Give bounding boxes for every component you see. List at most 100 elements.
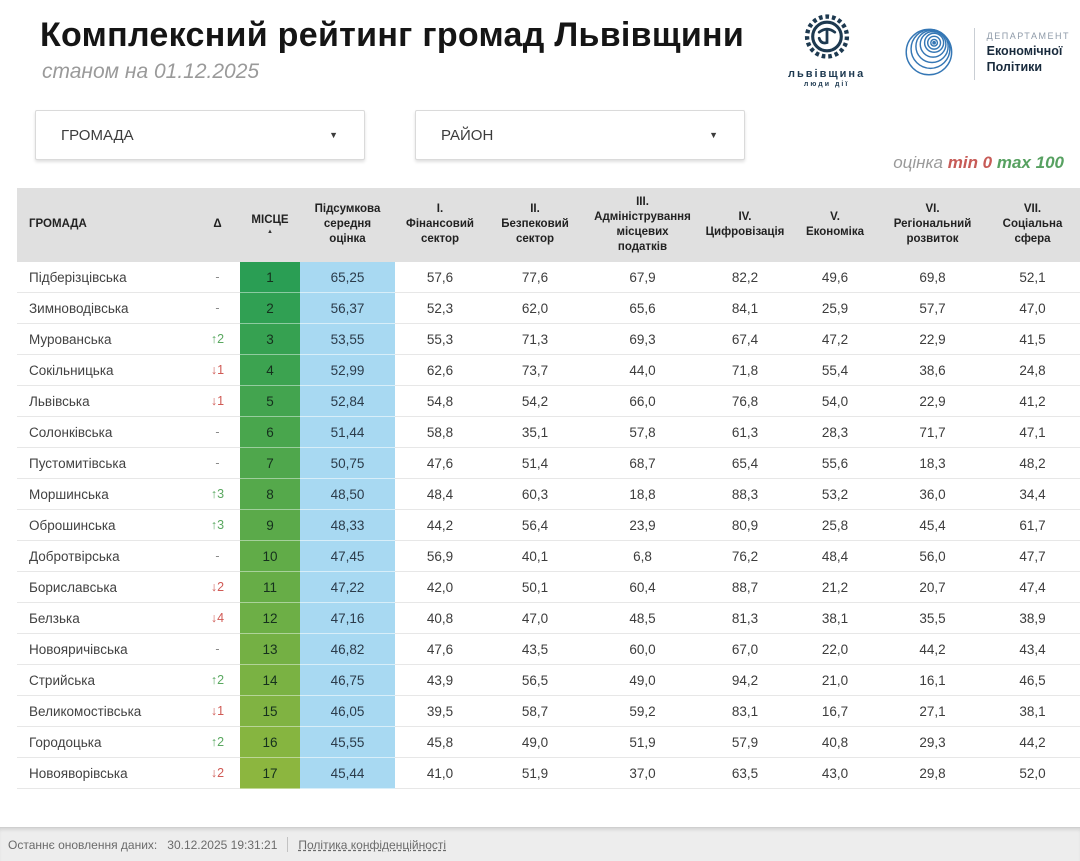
- cell-score-bezpeka: 35,1: [485, 416, 585, 449]
- cell-score-bezpeka: 62,0: [485, 292, 585, 325]
- cell-delta: -: [195, 292, 240, 325]
- department-name-line2: Політики: [986, 60, 1043, 74]
- last-update-label: Останнє оновлення даних:: [8, 837, 158, 852]
- table-row: Белзька ↓4 12 47,16 40,8 47,0 48,5 81,3 38,1 35,5…: [17, 602, 1080, 635]
- cell-score-cyfra: 67,0: [700, 633, 790, 666]
- column-header-rozvytok[interactable]: VI. Регіональний розвиток: [880, 188, 985, 262]
- cell-score-ekonomika: 38,1: [790, 602, 880, 635]
- cell-hromada: Стрийська: [17, 664, 195, 697]
- cell-score-podatky: 44,0: [585, 354, 700, 387]
- cell-score-fin: 54,8: [395, 385, 485, 418]
- cell-place: 15: [240, 695, 300, 728]
- cell-score-podatky: 37,0: [585, 757, 700, 790]
- cell-score-fin: 41,0: [395, 757, 485, 790]
- cell-score-ekonomika: 16,7: [790, 695, 880, 728]
- cell-score-cyfra: 76,8: [700, 385, 790, 418]
- column-header-cyfra[interactable]: IV. Цифровізація: [700, 188, 790, 262]
- cell-score-rozvytok: 27,1: [880, 695, 985, 728]
- cell-score-rozvytok: 20,7: [880, 571, 985, 604]
- cell-score-social: 46,5: [985, 664, 1080, 697]
- cell-total: 45,44: [300, 757, 395, 790]
- cell-score-bezpeka: 50,1: [485, 571, 585, 604]
- table-row: Моршинська ↑3 8 48,50 48,4 60,3 18,8 88,3 53,2 36…: [17, 478, 1080, 511]
- cell-score-ekonomika: 28,3: [790, 416, 880, 449]
- page-title: Комплексний рейтинг громад Львівщини: [40, 16, 745, 54]
- scale-note-label: оцінка: [893, 153, 943, 172]
- cell-total: 52,84: [300, 385, 395, 418]
- cell-score-bezpeka: 54,2: [485, 385, 585, 418]
- cell-score-podatky: 69,3: [585, 323, 700, 356]
- cell-score-podatky: 6,8: [585, 540, 700, 573]
- cell-score-ekonomika: 22,0: [790, 633, 880, 666]
- cell-delta: -: [195, 261, 240, 294]
- column-header-bezpeka[interactable]: II. Безпековий сектор: [485, 188, 585, 262]
- cell-place: 2: [240, 292, 300, 325]
- column-header-ekonomika[interactable]: V. Економіка: [790, 188, 880, 262]
- cell-place: 7: [240, 447, 300, 480]
- column-header-social[interactable]: VII. Соціальна сфера: [985, 188, 1080, 262]
- cell-score-ekonomika: 21,0: [790, 664, 880, 697]
- page-header: Комплексний рейтинг громад Львівщини ста…: [40, 16, 744, 84]
- raion-dropdown[interactable]: РАЙОН ▼: [415, 110, 745, 160]
- cell-score-ekonomika: 25,8: [790, 509, 880, 542]
- cell-score-fin: 47,6: [395, 633, 485, 666]
- table-row: Городоцька ↑2 16 45,55 45,8 49,0 51,9 57,9 40,8 2…: [17, 726, 1080, 759]
- cell-score-fin: 43,9: [395, 664, 485, 697]
- cell-score-bezpeka: 40,1: [485, 540, 585, 573]
- cell-hromada: Городоцька: [17, 726, 195, 759]
- cell-place: 14: [240, 664, 300, 697]
- cell-score-ekonomika: 25,9: [790, 292, 880, 325]
- cell-delta: -: [195, 540, 240, 573]
- cell-score-bezpeka: 77,6: [485, 261, 585, 294]
- cell-total: 50,75: [300, 447, 395, 480]
- column-header-total[interactable]: Підсумкова середня оцінка: [300, 188, 395, 262]
- cell-score-bezpeka: 49,0: [485, 726, 585, 759]
- cell-score-fin: 57,6: [395, 261, 485, 294]
- table-row: Львівська ↓1 5 52,84 54,8 54,2 66,0 76,8 54,0 22,…: [17, 385, 1080, 418]
- cell-delta: ↑3: [195, 509, 240, 542]
- cell-score-fin: 39,5: [395, 695, 485, 728]
- rating-table: ГРОМАДА Δ МІСЦЕ ▲ Підсумкова середня оцінка I…: [17, 188, 1080, 790]
- table-wrap: ГРОМАДА Δ МІСЦЕ ▲ Підсумкова середня оцінка I…: [17, 188, 1080, 790]
- cell-delta: -: [195, 447, 240, 480]
- column-header-podatky[interactable]: III. Адміністрування місцевих податків: [585, 188, 700, 262]
- column-header-delta[interactable]: Δ: [195, 188, 240, 262]
- cell-score-ekonomika: 48,4: [790, 540, 880, 573]
- cell-total: 56,37: [300, 292, 395, 325]
- cell-score-social: 34,4: [985, 478, 1080, 511]
- cell-total: 48,33: [300, 509, 395, 542]
- cell-score-podatky: 59,2: [585, 695, 700, 728]
- column-header-place[interactable]: МІСЦЕ ▲: [240, 188, 300, 262]
- column-header-fin[interactable]: I. Фінансовий сектор: [395, 188, 485, 262]
- cell-hromada: Великомостівська: [17, 695, 195, 728]
- cell-score-bezpeka: 56,5: [485, 664, 585, 697]
- table-row: Зимноводівська -2 56,37 52,3 62,0 65,6 84,1 25,…: [17, 292, 1080, 325]
- cell-score-podatky: 48,5: [585, 602, 700, 635]
- cell-score-fin: 48,4: [395, 478, 485, 511]
- cell-total: 47,22: [300, 571, 395, 604]
- column-header-hromada[interactable]: ГРОМАДА: [17, 188, 195, 262]
- table-row: Солонківська -6 51,44 58,8 35,1 57,8 61,3 28,3 7…: [17, 416, 1080, 449]
- lviv-logo-name: львівщина: [788, 68, 866, 80]
- cell-hromada: Моршинська: [17, 478, 195, 511]
- footer: Останнє оновлення даних: 30.12.2025 19:3…: [0, 827, 1080, 861]
- department-name-line1: Економічної: [986, 44, 1063, 59]
- cell-score-fin: 58,8: [395, 416, 485, 449]
- cell-score-podatky: 18,8: [585, 478, 700, 511]
- cell-score-podatky: 68,7: [585, 447, 700, 480]
- cell-score-podatky: 49,0: [585, 664, 700, 697]
- cell-hromada: Зимноводівська: [17, 292, 195, 325]
- cell-score-podatky: 23,9: [585, 509, 700, 542]
- cell-score-rozvytok: 71,7: [880, 416, 985, 449]
- cell-score-bezpeka: 60,3: [485, 478, 585, 511]
- cell-place: 10: [240, 540, 300, 573]
- hromada-dropdown[interactable]: ГРОМАДА ▼: [35, 110, 365, 160]
- cell-place: 11: [240, 571, 300, 604]
- cell-score-social: 47,0: [985, 292, 1080, 325]
- cell-score-social: 47,7: [985, 540, 1080, 573]
- filter-bar: ГРОМАДА ▼ РАЙОН ▼: [35, 110, 745, 160]
- cell-total: 46,05: [300, 695, 395, 728]
- privacy-policy-link[interactable]: Політика конфіденційності: [298, 837, 447, 852]
- cell-score-bezpeka: 51,4: [485, 447, 585, 480]
- cell-score-ekonomika: 40,8: [790, 726, 880, 759]
